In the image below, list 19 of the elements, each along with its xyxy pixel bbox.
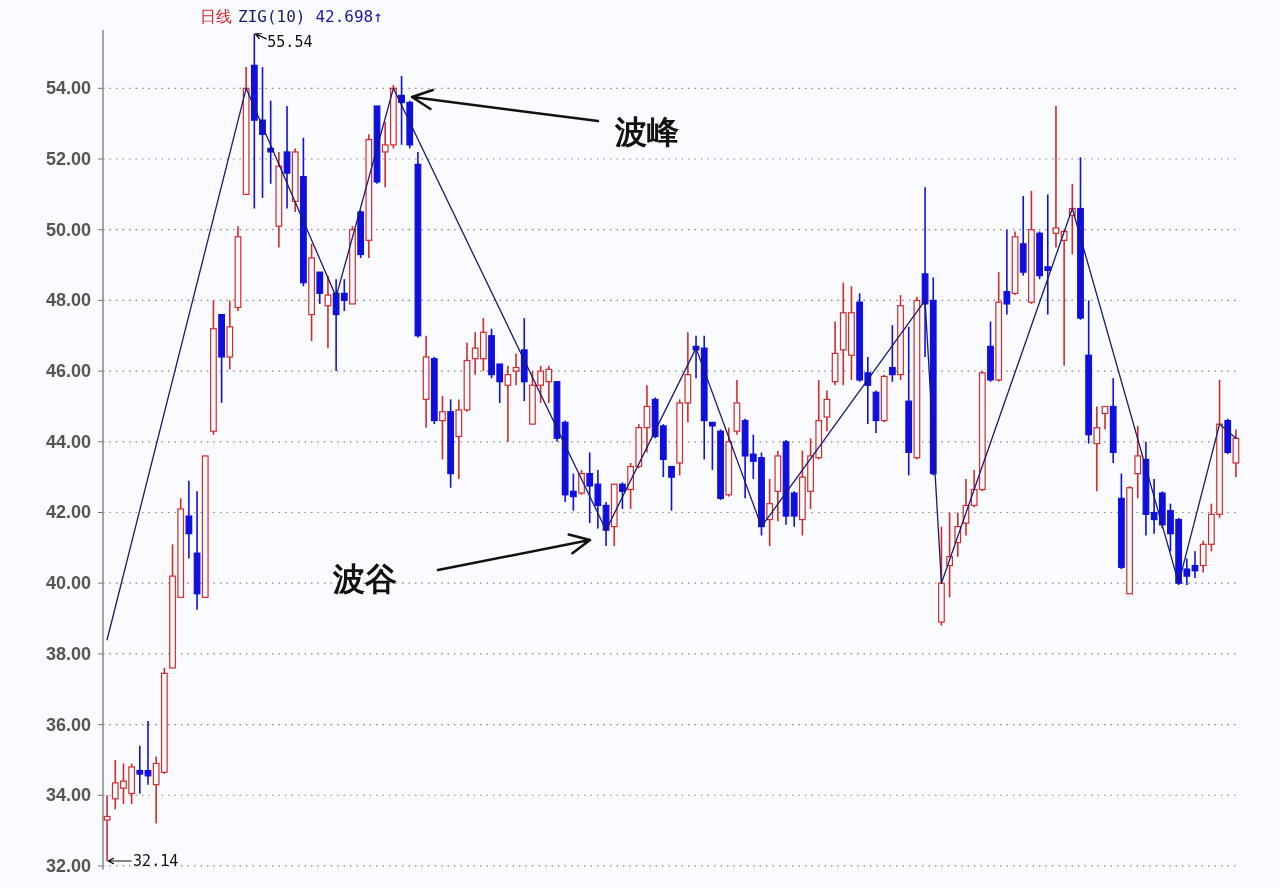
- y-tick-label: 42.00: [45, 502, 91, 523]
- annotation: 波谷: [332, 560, 397, 598]
- y-tick-label: 50.00: [45, 219, 91, 240]
- y-tick-label: 34.00: [45, 785, 91, 806]
- text: ZIG(10): [238, 7, 306, 26]
- text: 42.698↑: [315, 7, 383, 26]
- annotation: 32.14: [133, 852, 179, 871]
- y-tick-label: 38.00: [45, 643, 91, 664]
- chart-title: 日线: [200, 7, 232, 26]
- y-tick-label: 48.00: [45, 290, 91, 311]
- y-tick-label: 32.00: [45, 855, 91, 876]
- annotation: 55.54: [267, 32, 313, 51]
- y-tick-label: 52.00: [45, 149, 91, 170]
- y-tick-label: 40.00: [45, 573, 91, 594]
- y-tick-label: 44.00: [45, 431, 91, 452]
- y-tick-label: 46.00: [45, 361, 91, 382]
- y-tick-label: 54.00: [45, 78, 91, 99]
- y-tick-label: 36.00: [45, 714, 91, 735]
- annotation: 波峰: [614, 113, 679, 151]
